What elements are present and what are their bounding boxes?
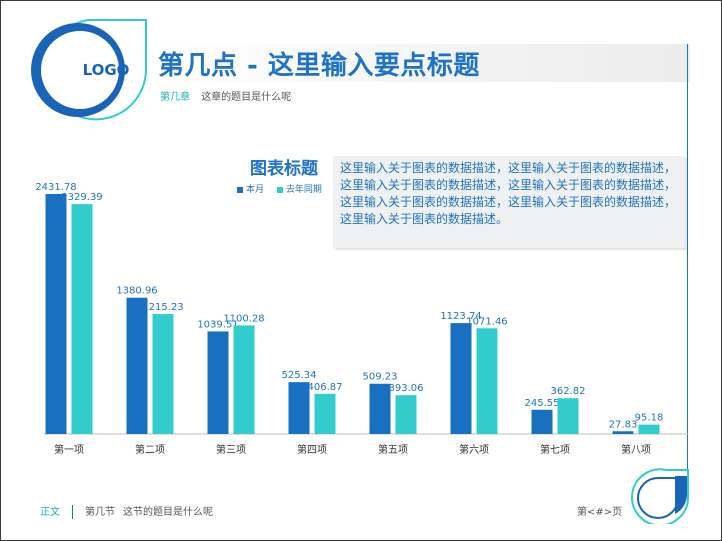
data-label-series-1-4: 525.34 xyxy=(282,370,317,381)
bar-series-2-7 xyxy=(557,398,579,434)
footer-main-label: 正文 xyxy=(40,507,60,518)
x-tick-label-2: 第二项 xyxy=(135,443,165,456)
legend-swatch-series-2 xyxy=(276,186,283,193)
bar-series-1-2 xyxy=(126,297,148,434)
title-band xyxy=(150,44,690,82)
bar-series-2-1 xyxy=(71,204,93,434)
right-rule xyxy=(687,44,688,470)
bar-series-1-7 xyxy=(531,409,553,434)
data-label-series-2-6: 1071.46 xyxy=(466,316,507,327)
bar-series-1-8 xyxy=(612,431,634,434)
data-label-series-2-2: 1215.23 xyxy=(142,302,183,313)
bar-series-1-3 xyxy=(207,331,229,434)
bar-series-1-1 xyxy=(45,194,67,434)
logo-text: LOGO xyxy=(82,61,130,79)
x-tick-label-4: 第四项 xyxy=(297,443,327,456)
legend-item-series-1: 本月 xyxy=(237,182,264,195)
bar-series-2-6 xyxy=(476,328,498,434)
x-tick-label-5: 第五项 xyxy=(378,443,408,456)
data-label-series-1-7: 245.55 xyxy=(525,398,560,409)
data-label-series-2-5: 393.06 xyxy=(389,383,424,394)
bar-series-1-4 xyxy=(288,382,310,434)
bar-series-1-6 xyxy=(450,323,472,434)
data-label-series-2-8: 95.18 xyxy=(635,413,664,424)
chapter-subtitle: 这章的题目是什么呢 xyxy=(201,92,292,103)
footer-divider xyxy=(72,505,73,519)
data-label-series-1-3: 1039.51 xyxy=(197,319,238,330)
data-label-series-2-1: 2329.39 xyxy=(61,192,102,203)
footer-section-label: 第几节 xyxy=(85,507,115,518)
data-label-series-1-5: 509.23 xyxy=(363,372,398,383)
description-text: 这里输入关于图表的数据描述，这里输入关于图表的数据描述，这里输入关于图表的数据描… xyxy=(340,161,677,226)
legend-swatch-series-1 xyxy=(237,186,243,193)
footer-section-subtitle: 这节的题目是什么呢 xyxy=(123,507,213,518)
footer-breadcrumb: 正文 第几节 这节的题目是什么呢 xyxy=(40,503,213,519)
data-label-series-1-8: 27.83 xyxy=(609,419,638,430)
data-label-series-1-2: 1380.96 xyxy=(116,286,157,297)
bar-series-2-2 xyxy=(152,314,174,434)
logo-emblem-icon xyxy=(31,19,147,121)
chart-title: 图表标题 xyxy=(250,159,318,179)
page-number: 第<#>页 xyxy=(577,507,623,518)
data-label-series-1-6: 1123.74 xyxy=(440,311,481,322)
page-title: 第几点 - 这里输入要点标题 xyxy=(158,51,480,81)
corner-emblem-icon xyxy=(631,468,690,524)
legend-item-series-2: 去年同期 xyxy=(276,182,322,195)
x-tick-label-3: 第三项 xyxy=(216,443,246,456)
bar-series-2-3 xyxy=(233,325,255,434)
chapter-label: 第几章 xyxy=(160,92,190,103)
chapter-row: 第几章 这章的题目是什么呢 xyxy=(160,88,291,103)
x-tick-label-1: 第一项 xyxy=(54,443,84,456)
data-label-series-1-1: 2431.78 xyxy=(35,182,76,193)
chart-legend: 本月 去年同期 xyxy=(237,182,332,195)
bar-series-2-4 xyxy=(314,393,336,434)
bar-series-2-5 xyxy=(395,395,417,434)
legend-label-series-1: 本月 xyxy=(246,185,265,195)
bar-series-1-5 xyxy=(369,383,391,434)
logo: LOGO xyxy=(26,18,154,122)
x-tick-label-7: 第七项 xyxy=(540,443,570,456)
bar-series-2-8 xyxy=(638,424,660,434)
data-label-series-2-7: 362.82 xyxy=(551,386,586,397)
data-label-series-2-4: 406.87 xyxy=(308,382,343,393)
x-tick-label-8: 第八项 xyxy=(621,443,651,456)
data-label-series-2-3: 1100.28 xyxy=(223,313,264,324)
x-tick-label-6: 第六项 xyxy=(459,443,489,456)
legend-label-series-2: 去年同期 xyxy=(285,185,322,195)
description-box xyxy=(333,156,685,248)
